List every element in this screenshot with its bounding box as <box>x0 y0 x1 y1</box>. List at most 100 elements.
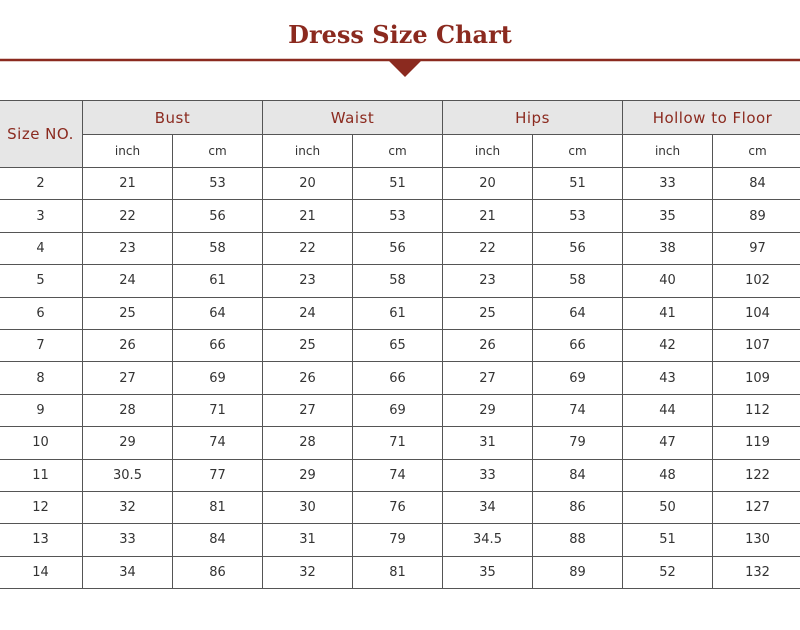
measure-cell: 33 <box>442 458 533 492</box>
measure-cell: 33 <box>82 523 173 557</box>
measure-cell: 64 <box>172 296 263 330</box>
measure-cell: 48 <box>622 458 714 492</box>
measure-cell: 51 <box>531 166 624 201</box>
measure-cell: 61 <box>172 264 263 298</box>
title: Dress Size Chart <box>288 20 512 49</box>
measure-cell: 56 <box>531 231 624 266</box>
measure-cell: 25 <box>82 296 173 330</box>
measure-cell: 38 <box>622 231 714 266</box>
measure-cell: 97 <box>712 231 800 266</box>
measure-cell: 53 <box>352 199 443 233</box>
size-cell: 14 <box>0 555 83 590</box>
data-row: 4 23 58 22 56 22 56 38 97 <box>0 231 800 266</box>
data-row: 9 28 71 27 69 29 74 44 112 <box>0 393 800 428</box>
size-cell: 9 <box>0 393 83 428</box>
measure-cell: 58 <box>531 264 624 298</box>
measure-cell: 109 <box>712 361 800 395</box>
measure-cell: 28 <box>262 426 353 460</box>
data-row: 12 32 81 30 76 34 86 50 127 <box>0 490 800 525</box>
data-row: 13 33 84 31 79 34.5 88 51 130 <box>0 523 800 557</box>
measure-cell: 74 <box>172 426 263 460</box>
title-divider <box>0 58 800 77</box>
size-cell: 8 <box>0 361 83 395</box>
column-header: Hips <box>441 100 624 135</box>
column-header: Hollow to Floor <box>622 100 800 135</box>
unit-row: inch cm inch cm inch cm inch cm <box>0 134 800 168</box>
measure-cell: 130 <box>712 523 800 557</box>
measure-cell: 32 <box>262 555 353 590</box>
divider-arrow <box>388 60 422 77</box>
measure-cell: 53 <box>172 166 263 201</box>
header-row: Size NO. Bust Waist Hips Hollow to Floor <box>0 100 800 168</box>
data-row: 10 29 74 28 71 31 79 47 119 <box>0 426 800 460</box>
measure-cell: 51 <box>352 166 443 201</box>
column-header: Size NO. <box>0 100 83 168</box>
data-row: 7 26 66 25 65 26 66 42 107 <box>0 328 800 363</box>
measure-cell: 127 <box>712 490 800 525</box>
measure-cell: 34 <box>442 490 533 525</box>
measure-cell: 22 <box>262 231 353 266</box>
size-cell: 5 <box>0 264 83 298</box>
measure-cell: 112 <box>712 393 800 428</box>
measure-cell: 26 <box>262 361 353 395</box>
measure-cell: 31 <box>442 426 533 460</box>
measure-cell: 56 <box>352 231 443 266</box>
measure-cell: 69 <box>352 393 443 428</box>
measure-cell: 21 <box>442 199 533 233</box>
measure-cell: 132 <box>712 555 800 590</box>
data-row: 8 27 69 26 66 27 69 43 109 <box>0 361 800 395</box>
measure-cell: 58 <box>352 264 443 298</box>
measure-cell: 30.5 <box>82 458 173 492</box>
measure-cell: 24 <box>82 264 173 298</box>
measure-cell: 32 <box>82 490 173 525</box>
measure-cell: 28 <box>82 393 173 428</box>
measure-cell: 26 <box>82 328 173 363</box>
measure-cell: 84 <box>712 166 800 201</box>
measure-cell: 40 <box>622 264 714 298</box>
measure-cell: 34 <box>82 555 173 590</box>
measure-cell: 51 <box>622 523 714 557</box>
unit-header: inch <box>622 134 714 168</box>
size-cell: 3 <box>0 199 83 233</box>
size-cell: 11 <box>0 458 83 492</box>
measure-cell: 81 <box>172 490 263 525</box>
measure-cell: 79 <box>531 426 624 460</box>
measure-cell: 50 <box>622 490 714 525</box>
column-header: Bust <box>82 100 263 135</box>
measure-cell: 47 <box>622 426 714 460</box>
measure-cell: 44 <box>622 393 714 428</box>
measure-cell: 23 <box>82 231 173 266</box>
measure-cell: 69 <box>172 361 263 395</box>
size-cell: 7 <box>0 328 83 363</box>
size-cell: 2 <box>0 166 83 201</box>
measure-cell: 56 <box>172 199 263 233</box>
measure-cell: 122 <box>712 458 800 492</box>
measure-cell: 102 <box>712 264 800 298</box>
unit-header: inch <box>442 134 533 168</box>
measure-cell: 31 <box>262 523 353 557</box>
measure-cell: 71 <box>172 393 263 428</box>
data-row: 14 34 86 32 81 35 89 52 132 <box>0 555 800 590</box>
data-row: 11 30.5 77 29 74 33 84 48 122 <box>0 458 800 492</box>
measure-cell: 41 <box>622 296 714 330</box>
measure-cell: 86 <box>172 555 263 590</box>
measure-cell: 43 <box>622 361 714 395</box>
measure-cell: 24 <box>262 296 353 330</box>
measure-cell: 119 <box>712 426 800 460</box>
measure-cell: 53 <box>531 199 624 233</box>
measure-cell: 89 <box>712 199 800 233</box>
measure-cell: 84 <box>531 458 624 492</box>
measure-cell: 65 <box>352 328 443 363</box>
measure-cell: 23 <box>262 264 353 298</box>
measure-cell: 107 <box>712 328 800 363</box>
measure-cell: 29 <box>442 393 533 428</box>
unit-header: cm <box>172 134 263 168</box>
unit-header: inch <box>262 134 353 168</box>
unit-header: cm <box>531 134 624 168</box>
measure-cell: 25 <box>262 328 353 363</box>
size-table: Size NO. Bust Waist Hips Hollow to Floor inch… <box>0 100 800 590</box>
measure-cell: 86 <box>531 490 624 525</box>
unit-header: cm <box>352 134 443 168</box>
measure-cell: 25 <box>442 296 533 330</box>
